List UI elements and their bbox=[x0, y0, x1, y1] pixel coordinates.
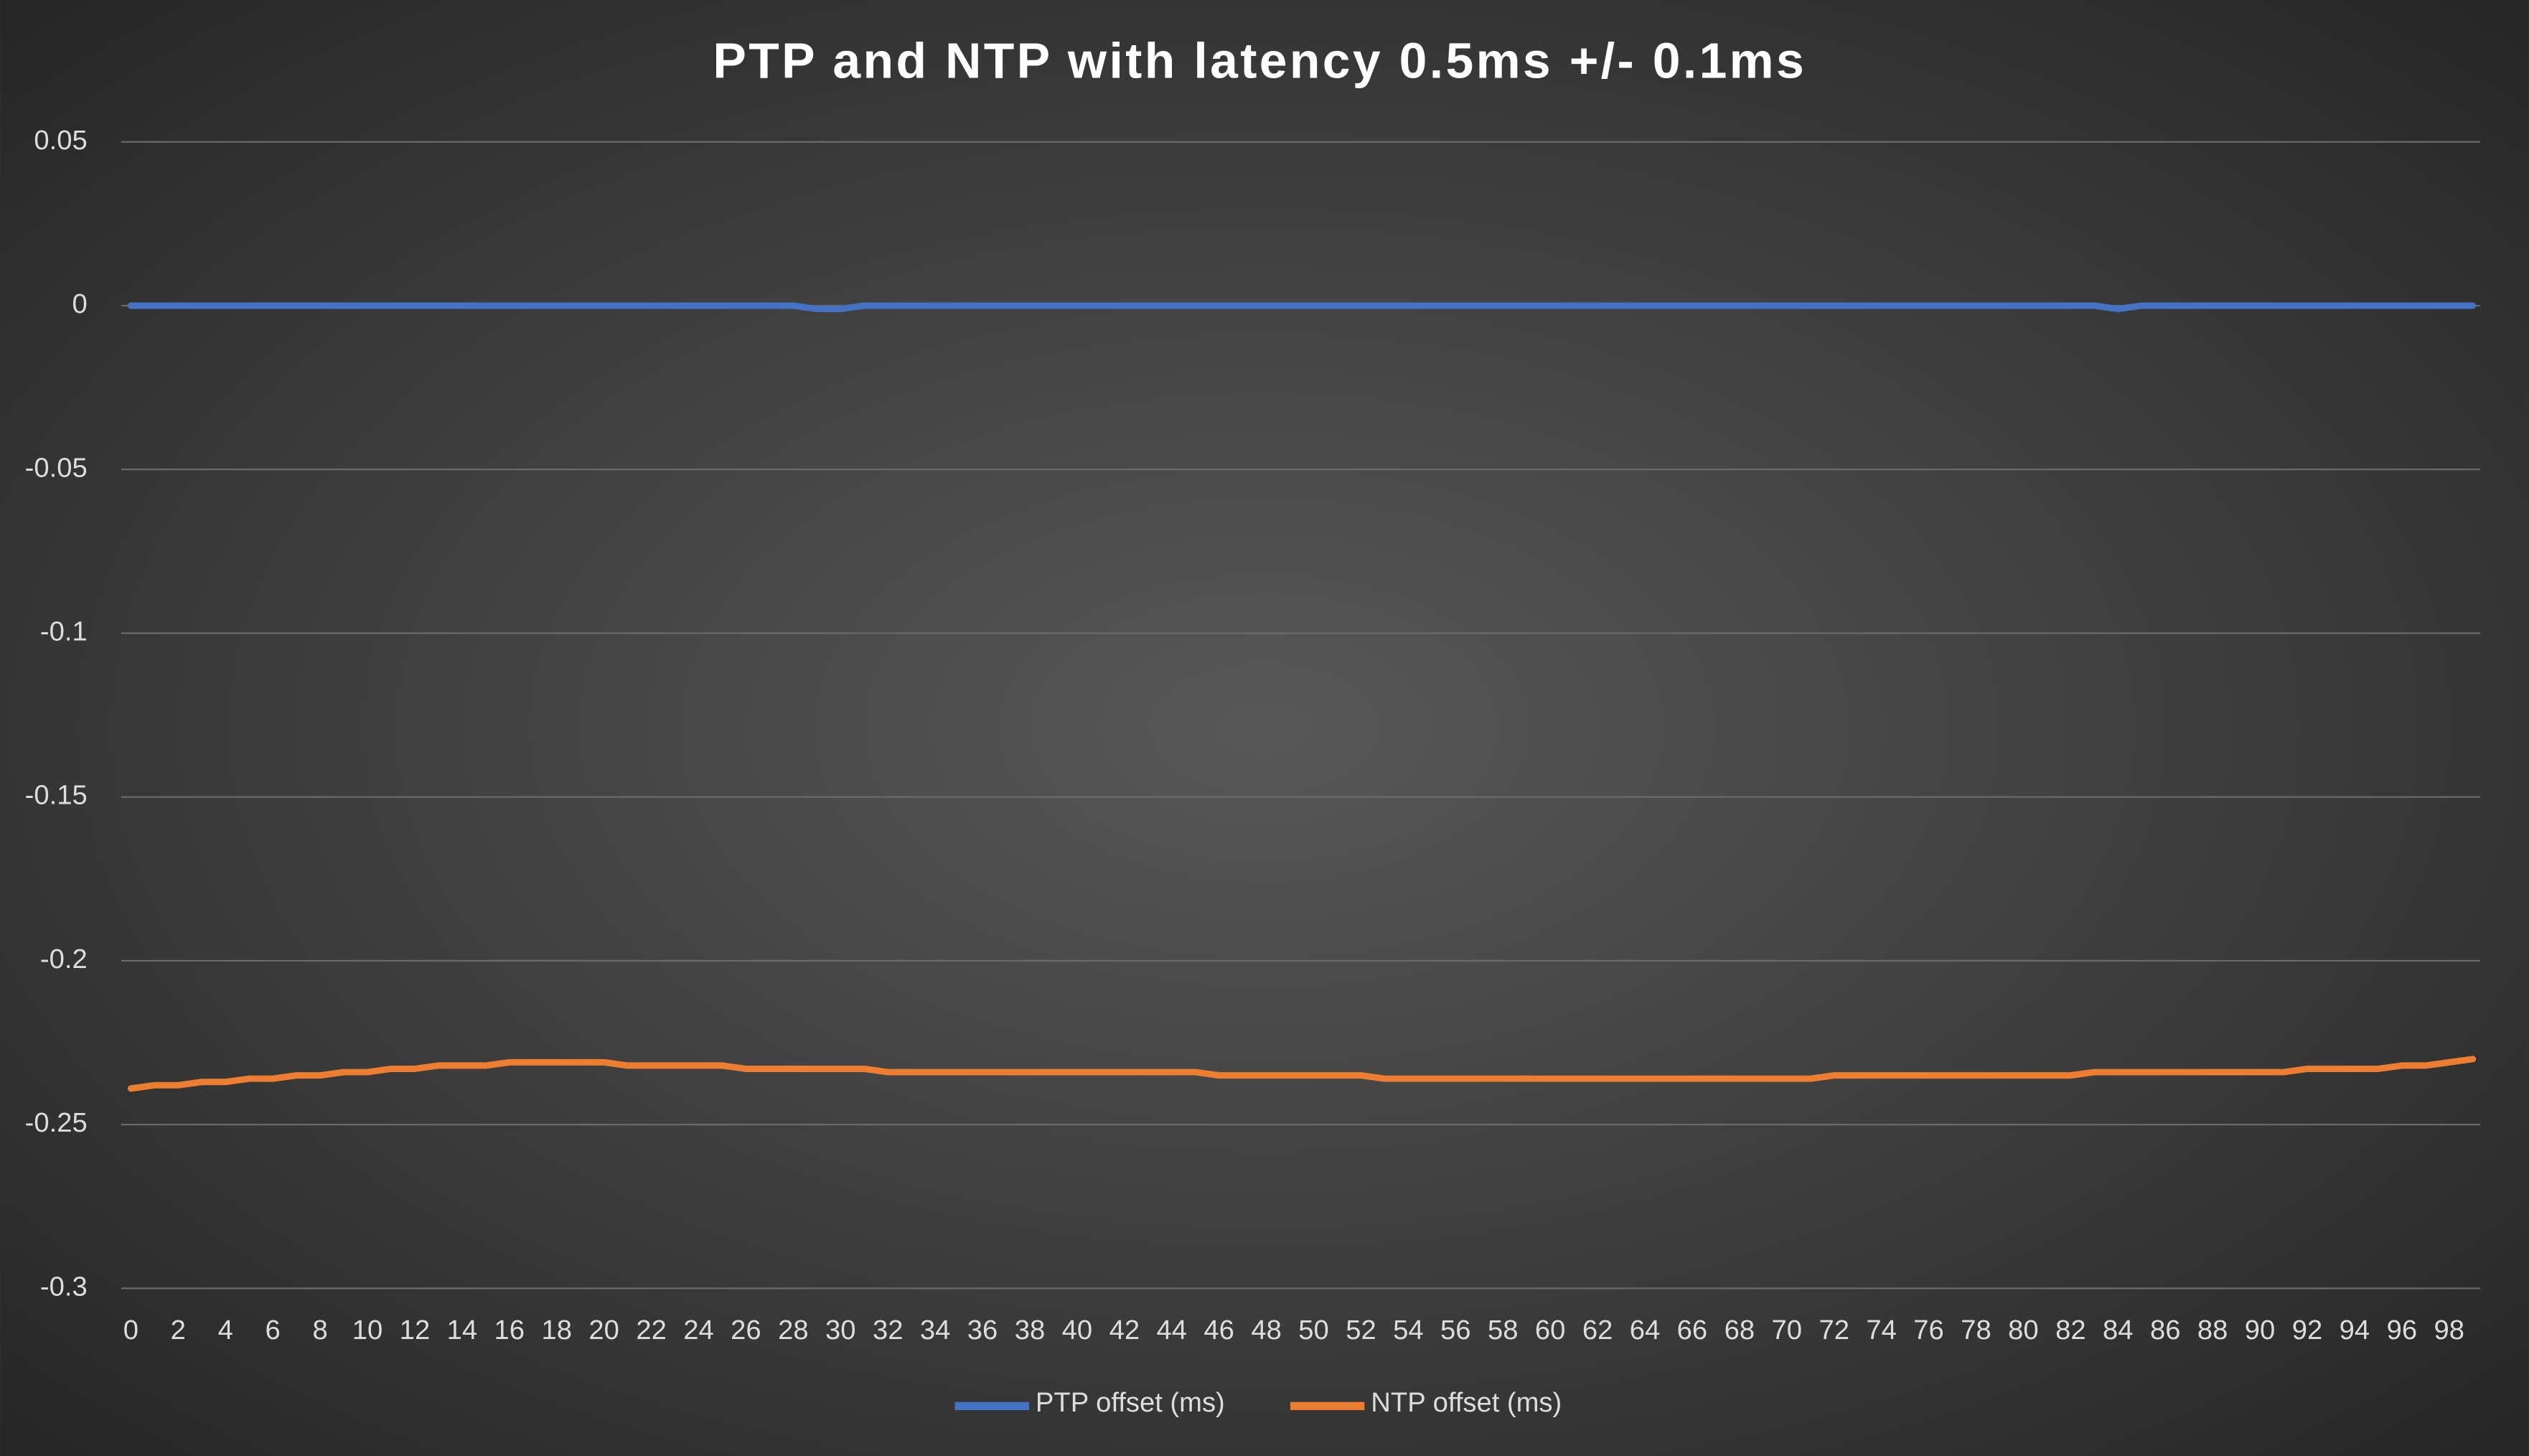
x-tick-label: 38 bbox=[1015, 1315, 1045, 1345]
x-tick-label: 6 bbox=[266, 1315, 281, 1345]
y-tick-label: -0.3 bbox=[40, 1271, 88, 1302]
x-tick-label: 28 bbox=[778, 1315, 808, 1345]
x-tick-label: 64 bbox=[1630, 1315, 1660, 1345]
x-tick-label: 18 bbox=[541, 1315, 571, 1345]
x-tick-label: 90 bbox=[2245, 1315, 2275, 1345]
x-tick-label: 54 bbox=[1393, 1315, 1423, 1345]
x-tick-label: 96 bbox=[2387, 1315, 2417, 1345]
legend-label: NTP offset (ms) bbox=[1371, 1387, 1562, 1418]
x-tick-label: 80 bbox=[2008, 1315, 2038, 1345]
x-tick-label: 4 bbox=[218, 1315, 233, 1345]
x-tick-label: 66 bbox=[1677, 1315, 1707, 1345]
x-tick-label: 78 bbox=[1961, 1315, 1991, 1345]
x-tick-label: 2 bbox=[171, 1315, 186, 1345]
legend-label: PTP offset (ms) bbox=[1036, 1387, 1225, 1418]
x-tick-label: 12 bbox=[400, 1315, 430, 1345]
y-tick-label: 0 bbox=[72, 288, 87, 319]
x-tick-label: 60 bbox=[1535, 1315, 1565, 1345]
x-tick-label: 32 bbox=[873, 1315, 903, 1345]
x-tick-label: 98 bbox=[2434, 1315, 2464, 1345]
x-tick-label: 74 bbox=[1866, 1315, 1896, 1345]
x-tick-label: 20 bbox=[588, 1315, 619, 1345]
x-tick-label: 42 bbox=[1109, 1315, 1140, 1345]
x-tick-label: 26 bbox=[731, 1315, 761, 1345]
series-line bbox=[127, 302, 2477, 313]
x-tick-label: 82 bbox=[2055, 1315, 2085, 1345]
x-tick-label: 8 bbox=[312, 1315, 327, 1345]
series-line bbox=[127, 1056, 2477, 1092]
x-tick-label: 16 bbox=[494, 1315, 525, 1345]
x-tick-label: 48 bbox=[1251, 1315, 1281, 1345]
y-tick-label: 0.05 bbox=[34, 125, 87, 156]
y-tick-label: -0.25 bbox=[25, 1107, 88, 1138]
x-tick-label: 14 bbox=[447, 1315, 477, 1345]
y-tick-label: -0.05 bbox=[25, 452, 88, 483]
x-tick-label: 68 bbox=[1725, 1315, 1755, 1345]
x-tick-label: 46 bbox=[1203, 1315, 1234, 1345]
y-tick-label: -0.15 bbox=[25, 780, 88, 811]
x-tick-label: 22 bbox=[636, 1315, 666, 1345]
y-tick-label: -0.1 bbox=[40, 616, 88, 647]
x-tick-label: 70 bbox=[1772, 1315, 1802, 1345]
x-tick-label: 94 bbox=[2340, 1315, 2370, 1345]
x-tick-label: 84 bbox=[2103, 1315, 2133, 1345]
x-tick-label: 40 bbox=[1062, 1315, 1092, 1345]
x-tick-label: 24 bbox=[683, 1315, 713, 1345]
x-tick-label: 76 bbox=[1913, 1315, 1943, 1345]
chart-title: PTP and NTP with latency 0.5ms +/- 0.1ms bbox=[713, 32, 1806, 88]
y-tick-label: -0.2 bbox=[40, 944, 88, 974]
x-tick-label: 72 bbox=[1819, 1315, 1849, 1345]
x-tick-label: 34 bbox=[920, 1315, 950, 1345]
x-tick-label: 92 bbox=[2292, 1315, 2322, 1345]
x-tick-label: 88 bbox=[2197, 1315, 2228, 1345]
x-tick-label: 52 bbox=[1346, 1315, 1376, 1345]
x-tick-label: 44 bbox=[1157, 1315, 1187, 1345]
x-tick-label: 10 bbox=[352, 1315, 383, 1345]
x-tick-label: 50 bbox=[1298, 1315, 1328, 1345]
x-tick-label: 58 bbox=[1488, 1315, 1518, 1345]
x-tick-label: 56 bbox=[1440, 1315, 1470, 1345]
x-tick-label: 62 bbox=[1582, 1315, 1613, 1345]
x-tick-label: 86 bbox=[2150, 1315, 2180, 1345]
x-tick-label: 0 bbox=[123, 1315, 139, 1345]
x-tick-label: 30 bbox=[825, 1315, 855, 1345]
x-tick-label: 36 bbox=[967, 1315, 998, 1345]
